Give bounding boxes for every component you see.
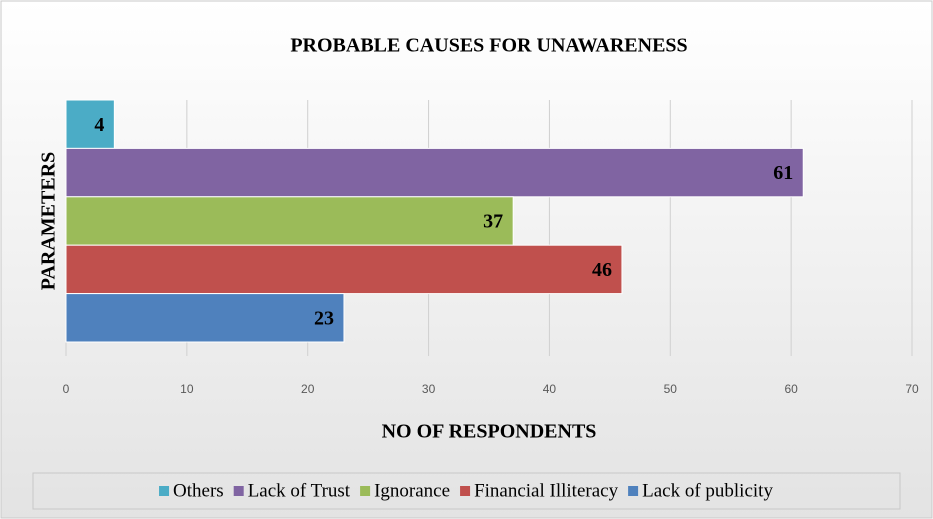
x-tick-label: 50 <box>664 382 678 396</box>
legend-label: Financial Illiteracy <box>474 480 619 501</box>
x-tick-label: 30 <box>422 382 436 396</box>
legend-swatch <box>360 486 371 496</box>
chart-title: PROBABLE CAUSES FOR UNAWARENESS <box>290 35 687 57</box>
bar <box>65 293 345 343</box>
bar <box>65 147 804 198</box>
bars: 4 61 37 46 23 <box>65 99 804 343</box>
legend-swatch <box>159 486 170 496</box>
x-tick-label: 70 <box>905 382 919 396</box>
legend-swatch <box>233 486 244 496</box>
x-tick-label: 60 <box>784 382 798 396</box>
x-tick-label: 20 <box>301 382 315 396</box>
legend-label: Lack of publicity <box>642 480 773 501</box>
legend-label: Ignorance <box>374 480 450 501</box>
data-label: 4 <box>94 114 104 136</box>
legend-swatch <box>460 486 471 496</box>
legend-label: Others <box>173 480 224 501</box>
data-label: 61 <box>773 162 793 184</box>
x-axis-label: NO OF RESPONDENTS <box>382 421 597 443</box>
x-tick-label: 40 <box>543 382 557 396</box>
y-axis-label: PARAMETERS <box>38 152 60 291</box>
x-tick-label: 10 <box>180 382 194 396</box>
x-tick-label: 0 <box>63 382 70 396</box>
data-label: 23 <box>314 307 334 329</box>
bar <box>65 196 514 246</box>
bar <box>65 99 115 149</box>
legend-swatch <box>628 486 639 496</box>
bar <box>65 244 623 295</box>
legend-box <box>32 472 901 510</box>
data-label: 46 <box>592 259 612 281</box>
legend: Others Lack of Trust Ignorance Financial Il… <box>159 480 773 501</box>
data-label: 37 <box>483 211 503 233</box>
legend-label: Lack of Trust <box>248 480 351 501</box>
